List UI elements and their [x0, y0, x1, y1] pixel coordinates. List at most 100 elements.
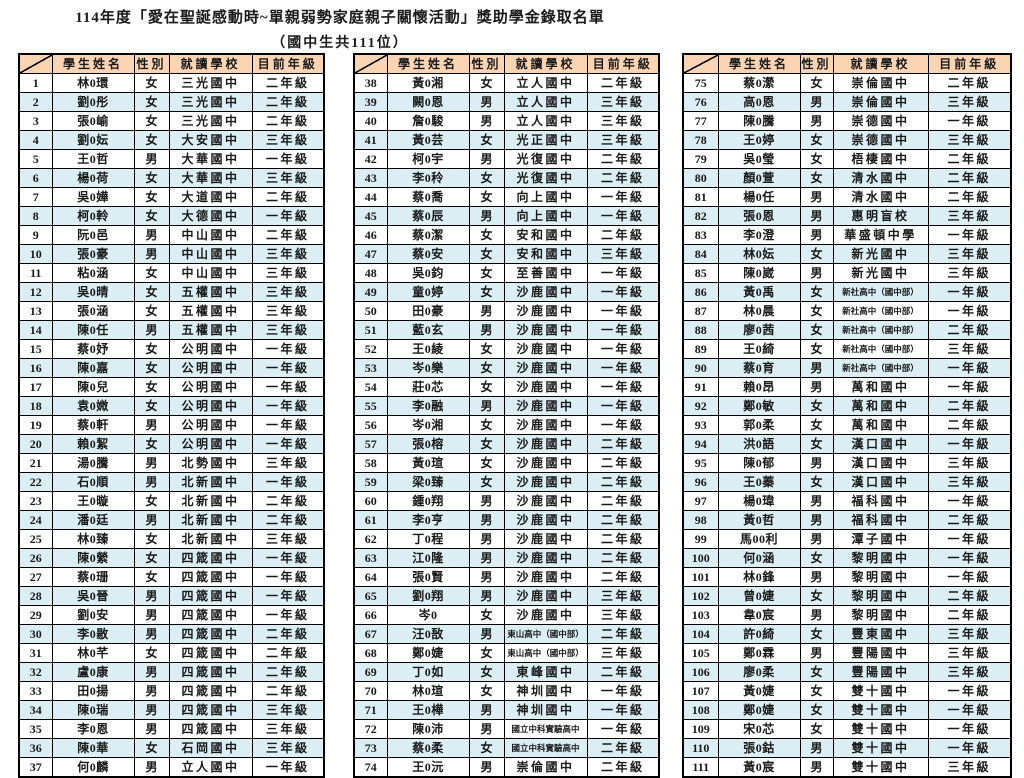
grade-cell: 一年級	[586, 263, 660, 283]
row-number-cell: 23	[18, 491, 53, 511]
table-row: 44 蔡0喬女向上國中 一年級	[353, 187, 660, 207]
school-cell: 崇德國中	[832, 111, 929, 131]
school-cell: 梧棲國中	[832, 149, 929, 169]
gender-cell: 女	[799, 472, 834, 492]
row-number-cell: 59	[353, 472, 388, 492]
gender-cell: 男	[799, 567, 834, 587]
roster-table-middle: 學生姓名 性別 就讀學校 目前年級 38 黃0湘女立人國中 二年級 39 闕0恩男立人國中 三年級…	[353, 53, 660, 778]
column-header: 性別	[133, 53, 170, 74]
gender-cell: 男	[799, 111, 834, 131]
grade-cell: 二年級	[586, 453, 660, 473]
grade-cell: 一年級	[927, 567, 1012, 587]
table-row: 41 黃0芸女光正國中 三年級	[353, 130, 660, 150]
row-number-cell: 90	[682, 358, 719, 378]
gender-cell: 女	[799, 548, 834, 568]
student-name-cell: 岑0樂	[386, 358, 470, 378]
table-row: 31 林0芊女四箴國中 二年級	[18, 643, 325, 663]
grade-cell: 二年級	[927, 510, 1012, 530]
gender-cell: 男	[799, 757, 834, 778]
school-cell: 立人國中	[503, 73, 588, 93]
student-name-cell: 楊0任	[717, 187, 801, 207]
grade-cell: 三年級	[927, 643, 1012, 663]
school-cell: 國立中科實驗高中	[503, 738, 588, 758]
table-row: 4 劉0妘女大安國中 三年級	[18, 130, 325, 150]
gender-cell: 女	[468, 282, 505, 302]
row-number-cell: 6	[18, 168, 53, 188]
grade-cell: 三年級	[251, 263, 325, 283]
row-number-cell: 84	[682, 244, 719, 264]
grade-cell: 一年級	[251, 358, 325, 378]
school-cell: 潭子國中	[832, 529, 929, 549]
gender-cell: 男	[133, 681, 170, 701]
row-number-cell: 86	[682, 282, 719, 302]
grade-cell: 二年級	[251, 662, 325, 682]
school-cell: 中山國中	[168, 263, 253, 283]
gender-cell: 女	[799, 149, 834, 169]
row-number-cell: 56	[353, 415, 388, 435]
row-number-cell: 26	[18, 548, 53, 568]
school-cell: 沙鹿國中	[503, 510, 588, 530]
table-row: 56 岑0湘女沙鹿國中 一年級	[353, 415, 660, 435]
student-name-cell: 蔡0妤	[51, 339, 135, 359]
row-number-cell: 29	[18, 605, 53, 625]
student-name-cell: 高0恩	[717, 92, 801, 112]
grade-cell: 三年級	[251, 301, 325, 321]
student-name-cell: 潘0廷	[51, 510, 135, 530]
student-name-cell: 蔡0辰	[386, 206, 470, 226]
gender-cell: 男	[799, 263, 834, 283]
student-name-cell: 盧0康	[51, 662, 135, 682]
gender-cell: 男	[133, 415, 170, 435]
student-name-cell: 林0瑄	[386, 681, 470, 701]
grade-cell: 一年級	[586, 700, 660, 720]
school-cell: 崇倫國中	[832, 73, 929, 93]
school-cell: 公明國中	[168, 339, 253, 359]
grade-cell: 一年級	[927, 225, 1012, 245]
gender-cell: 女	[133, 168, 170, 188]
student-name-cell: 黃0湘	[386, 73, 470, 93]
table-row: 46 蔡0潔女安和國中 二年級	[353, 225, 660, 245]
student-name-cell: 許0綺	[717, 624, 801, 644]
row-number-cell: 98	[682, 510, 719, 530]
grade-cell: 三年級	[586, 244, 660, 264]
row-number-cell: 94	[682, 434, 719, 454]
row-number-cell: 20	[18, 434, 53, 454]
grade-cell: 三年級	[927, 130, 1012, 150]
table-row: 34 陳0瑞男四箴國中 三年級	[18, 700, 325, 720]
gender-cell: 男	[468, 320, 505, 340]
grade-cell: 二年級	[927, 320, 1012, 340]
table-row: 23 王0暶女北新國中 二年級	[18, 491, 325, 511]
table-row: 102 曾0婕女黎明國中 二年級	[682, 586, 1012, 606]
student-name-cell: 吳0瑩	[717, 149, 801, 169]
table-row: 67 汪0敔男東山高中（國中部） 二年級	[353, 624, 660, 644]
gender-cell: 男	[468, 548, 505, 568]
gender-cell: 女	[799, 339, 834, 359]
table-row: 93 郭0柔女萬和國中 二年級	[682, 415, 1012, 435]
row-number-cell: 35	[18, 719, 53, 739]
student-name-cell: 陳0華	[51, 738, 135, 758]
student-name-cell: 粘0涵	[51, 263, 135, 283]
row-number-cell: 103	[682, 605, 719, 625]
school-cell: 沙鹿國中	[503, 567, 588, 587]
school-cell: 豐東國中	[832, 624, 929, 644]
student-name-cell: 黃0瑄	[386, 453, 470, 473]
table-row: 61 李0亨男沙鹿國中 二年級	[353, 510, 660, 530]
grade-cell: 三年級	[586, 643, 660, 663]
student-name-cell: 陳0崴	[717, 263, 801, 283]
grade-cell: 二年級	[586, 548, 660, 568]
table-row: 86 黃0禹女新社高中（國中部） 一年級	[682, 282, 1012, 302]
table-row: 6 楊0荷女大華國中 三年級	[18, 168, 325, 188]
grade-cell: 三年級	[927, 662, 1012, 682]
row-number-cell: 19	[18, 415, 53, 435]
school-cell: 北新國中	[168, 491, 253, 511]
school-cell: 沙鹿國中	[503, 586, 588, 606]
table-row: 47 蔡0安女安和國中 三年級	[353, 244, 660, 264]
grade-cell: 三年級	[927, 453, 1012, 473]
gender-cell: 女	[799, 168, 834, 188]
row-number-cell: 66	[353, 605, 388, 625]
column-header: 就讀學校	[168, 53, 253, 74]
gender-cell: 女	[799, 719, 834, 739]
school-cell: 四箴國中	[168, 605, 253, 625]
school-cell: 安和國中	[503, 225, 588, 245]
student-name-cell: 袁0媺	[51, 396, 135, 416]
grade-cell: 一年級	[251, 339, 325, 359]
